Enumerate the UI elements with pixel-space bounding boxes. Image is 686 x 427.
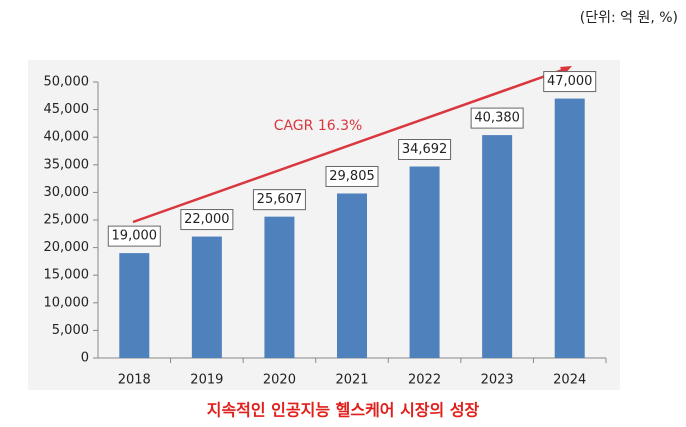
value-label: 34,692 bbox=[402, 142, 448, 157]
x-tick-label: 2023 bbox=[481, 373, 514, 388]
x-tick-label: 2018 bbox=[118, 373, 151, 388]
x-tick-label: 2019 bbox=[190, 373, 223, 388]
unit-note: (단위: 억 원, %) bbox=[580, 10, 678, 26]
y-tick-label: 50,000 bbox=[44, 75, 90, 90]
bar bbox=[482, 135, 513, 358]
bar bbox=[119, 253, 150, 358]
bar bbox=[409, 166, 440, 358]
chart-title: 지속적인 인공지능 헬스케어 시장의 성장 bbox=[207, 401, 480, 420]
y-tick-label: 0 bbox=[81, 351, 89, 366]
bar bbox=[337, 193, 367, 358]
x-tick-label: 2021 bbox=[335, 373, 368, 388]
x-tick-label: 2020 bbox=[263, 373, 296, 388]
value-label-box bbox=[180, 209, 234, 231]
value-label: 19,000 bbox=[112, 229, 158, 244]
value-label: 47,000 bbox=[547, 74, 593, 89]
y-tick-label: 5,000 bbox=[52, 323, 89, 338]
bar bbox=[191, 236, 222, 358]
value-label-box bbox=[325, 165, 379, 187]
plot-background bbox=[28, 60, 620, 390]
value-label: 29,805 bbox=[329, 169, 375, 184]
value-label-box bbox=[470, 107, 524, 129]
y-tick-label: 20,000 bbox=[44, 240, 90, 255]
value-label-box bbox=[252, 189, 306, 211]
value-label: 25,607 bbox=[257, 192, 303, 207]
y-tick-label: 30,000 bbox=[44, 185, 90, 200]
y-tick-label: 10,000 bbox=[44, 295, 90, 310]
bar bbox=[554, 98, 585, 358]
bar bbox=[264, 216, 295, 358]
value-label: 40,380 bbox=[474, 111, 520, 126]
y-tick-label: 45,000 bbox=[44, 102, 90, 117]
value-label-box bbox=[398, 139, 452, 161]
x-tick-label: 2022 bbox=[408, 373, 441, 388]
cagr-line bbox=[132, 66, 569, 224]
y-tick-label: 40,000 bbox=[44, 130, 90, 145]
y-tick-label: 15,000 bbox=[44, 268, 90, 283]
y-tick-label: 25,000 bbox=[44, 213, 90, 228]
value-label: 22,000 bbox=[184, 212, 230, 227]
x-tick-label: 2024 bbox=[553, 373, 586, 388]
cagr-annotation: CAGR 16.3% bbox=[274, 118, 363, 134]
value-label-box bbox=[543, 71, 597, 93]
value-label-box bbox=[107, 225, 161, 247]
y-tick-label: 35,000 bbox=[44, 157, 90, 172]
